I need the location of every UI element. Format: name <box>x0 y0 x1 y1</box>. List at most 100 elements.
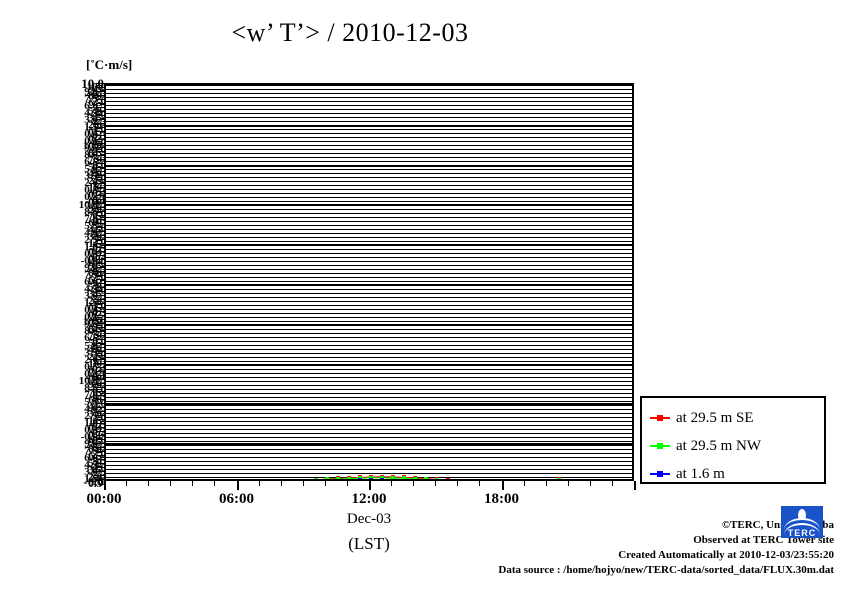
y-axis-tick-label: 0.5 <box>88 301 102 314</box>
y-axis-tick-label: -0.0 <box>80 254 98 267</box>
y-axis-tick-label: 2.5 <box>92 292 106 305</box>
data-point <box>435 477 440 479</box>
y-axis-tick-label: 0.4 <box>84 304 98 317</box>
y-axis-tick-label: 1.5 <box>84 473 98 486</box>
data-point <box>446 478 451 479</box>
y-axis-tick-label: 1.0 <box>92 475 106 488</box>
x-axis-tick-label: 00:00 <box>86 491 122 507</box>
x-axis-tick-label: 12:00 <box>351 491 387 507</box>
y-axis-tick-label: 1.0 <box>88 358 102 371</box>
y-axis-tick-label: 4.0 <box>88 167 102 180</box>
y-axis-tick-label: 6.5 <box>84 156 98 169</box>
y-axis-tick-label: 2.5 <box>88 175 102 187</box>
y-axis-tick-label: 0.2 <box>84 191 98 204</box>
y-axis-tick-label: 10.0 <box>82 139 102 152</box>
y-axis-tick-label: 4.0 <box>84 402 98 415</box>
y-axis-tick-label: 5.0 <box>88 457 102 469</box>
y-axis-tick-label: 9.0 <box>88 379 102 392</box>
y-axis-tick-label: 3.0 <box>84 290 98 303</box>
y-axis-tick-label: 3.0 <box>88 231 102 244</box>
data-point <box>413 476 418 479</box>
y-axis-tick-label: 0.5 <box>84 184 98 197</box>
y-axis-tick-label: 0.5 <box>88 478 102 488</box>
x-axis-minor-tick <box>170 481 172 486</box>
y-axis-tick-label: 4.5 <box>84 283 98 296</box>
y-axis-tick-label: 6.5 <box>88 97 102 110</box>
legend-item[interactable]: at 1.6 m <box>650 460 824 488</box>
y-axis-tick-label: 0.4 <box>84 128 98 140</box>
y-axis-tick-label: 5.5 <box>84 219 98 232</box>
x-axis-minor-tick <box>148 481 150 486</box>
x-axis-major-tick <box>236 481 239 490</box>
x-axis-minor-tick <box>523 481 525 486</box>
legend-label: at 29.5 m SE <box>676 409 754 426</box>
y-axis-tick-label: 8.0 <box>88 90 102 103</box>
data-point <box>556 477 561 479</box>
x-axis-minor-tick <box>302 481 304 486</box>
horizontal-gridlines <box>106 85 632 479</box>
y-axis-tick-label: 7.5 <box>84 269 98 281</box>
y-axis-tick-label: 9.5 <box>88 259 102 272</box>
y-axis-tick-label: 5.5 <box>84 395 98 408</box>
y-axis-tick-label: 8.5 <box>92 264 106 277</box>
y-axis-tick-label: 4.0 <box>92 109 106 122</box>
y-axis-tick-label: 5.5 <box>92 454 106 467</box>
y-axis-tick-label: 0.3 <box>92 306 106 319</box>
y-axis-tick-label: 8.5 <box>84 381 98 394</box>
y-axis-tick-label: 0.3 <box>92 130 106 143</box>
y-axis-tick-label: 3.5 <box>92 229 106 242</box>
y-axis-tick-label: 8.5 <box>88 323 102 336</box>
data-point <box>357 476 362 479</box>
y-axis-tick-label: 2.5 <box>88 351 102 364</box>
logo-arc-icon <box>784 518 820 530</box>
legend-label: at 29.5 m NW <box>676 437 761 454</box>
y-axis-tick-label: 5.5 <box>88 160 102 173</box>
y-axis-tick-label: 9.5 <box>84 318 98 331</box>
data-point <box>446 478 451 479</box>
y-axis-tick-label: 4.5 <box>92 165 106 178</box>
y-axis-tick-label: 1.0 <box>92 299 106 312</box>
y-axis-tick-label: 6.0 <box>92 158 106 171</box>
y-axis-tick-label: 8.0 <box>88 266 102 279</box>
legend-item[interactable]: at 29.5 m SE <box>650 404 824 432</box>
y-axis-tick-label: 7.0 <box>88 330 102 343</box>
y-axis-tick-label: 4.0 <box>92 285 106 298</box>
footer-created: Created Automatically at 2010-12-03/23:5… <box>618 549 834 561</box>
data-point <box>369 478 373 479</box>
legend: at 29.5 m SE at 29.5 m NW at 1.6 m <box>640 396 826 484</box>
y-axis-tick-label: 6.0 <box>84 276 98 289</box>
x-axis-major-tick <box>634 481 636 490</box>
y-axis-tick-label: 2.0 <box>92 412 106 425</box>
y-axis-tick-label: 5.0 <box>88 104 102 117</box>
data-point <box>346 478 351 479</box>
data-series <box>106 85 632 479</box>
y-axis-tick-label: 9.5 <box>92 200 106 213</box>
y-axis-tick-label: 1.5 <box>88 414 102 427</box>
x-axis-minor-tick <box>479 481 481 486</box>
x-axis-minor-tick <box>589 481 591 486</box>
legend-item[interactable]: at 29.5 m NW <box>650 432 824 460</box>
x-axis-minor-tick <box>457 481 459 486</box>
y-axis-tick-label: 3.5 <box>84 346 98 359</box>
y-axis-tick-label: 3.0 <box>84 113 98 126</box>
footer-credits: ©TERC, Univ. Tsukuba Observed at TERC To… <box>404 518 834 578</box>
data-point <box>391 476 396 479</box>
y-axis-tick-label: 6.5 <box>92 214 106 227</box>
x-axis-minor-tick <box>258 481 260 486</box>
y-axis-tick-label: 3.5 <box>88 287 102 300</box>
y-axis-tick-marks <box>96 83 105 481</box>
y-axis-tick-label: 7.0 <box>92 271 106 284</box>
y-axis-tick-label: 7.0 <box>92 95 106 108</box>
footer-copyright: ©TERC, Univ. Tsukuba <box>721 519 834 531</box>
y-axis-tick-label: 9.5 <box>92 377 106 390</box>
x-axis-major-tick <box>104 481 106 490</box>
y-axis-tick-label: 2.0 <box>84 177 98 190</box>
y-axis-tick-label: 5.5 <box>88 337 102 350</box>
x-axis-minor-tick <box>280 481 282 486</box>
y-axis-tick-label: 6.5 <box>88 449 102 462</box>
y-axis-tick-label: 0.3 <box>84 247 98 260</box>
y-axis-tick-label: 1.5 <box>84 297 98 310</box>
x-axis-tick-marks <box>104 481 636 490</box>
y-axis-tick-label: -0.0 <box>88 137 106 150</box>
y-axis-tick-label: 4.0 <box>84 226 98 239</box>
